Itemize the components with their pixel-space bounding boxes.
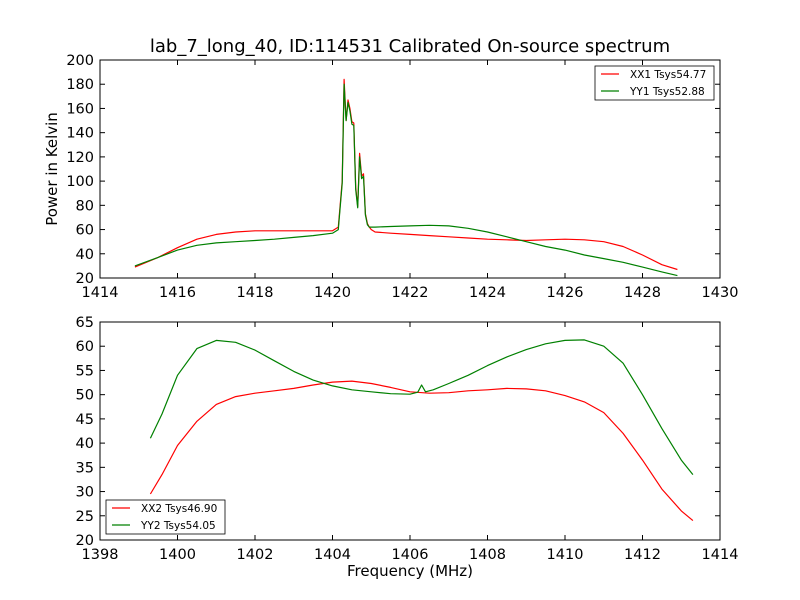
- series-line-xx2: [149, 380, 694, 522]
- x-tick-label: 1430: [702, 285, 739, 301]
- y-tick-label: 30: [76, 485, 94, 501]
- top-legend: XX1 Tsys54.77 YY1 Tsys52.88: [594, 65, 715, 101]
- y-tick-label: 80: [76, 198, 94, 214]
- bottom-ticks: 1398 1400 1402 1404 1406 1408 1410 1412 1414 20 25…: [76, 315, 739, 563]
- top-legend-box: [594, 65, 715, 101]
- x-tick-label: 1402: [237, 547, 274, 563]
- x-tick-label: 1408: [469, 547, 506, 563]
- bottom-legend: XX2 Tsys46.90 YY2 Tsys54.05: [105, 499, 226, 535]
- bottom-panel: 1398 1400 1402 1404 1406 1408 1410 1412 1414 20 25…: [76, 315, 739, 580]
- legend-label-yy1: YY1 Tsys52.88: [629, 86, 705, 98]
- bottom-legend-box: [105, 499, 226, 535]
- x-tick-label: 1422: [392, 285, 429, 301]
- y-tick-label: 40: [76, 436, 94, 452]
- y-tick-label: 25: [76, 509, 94, 525]
- y-tick-label: 160: [66, 101, 94, 117]
- y-tick-label: 45: [76, 412, 94, 428]
- y-tick-label: 55: [76, 363, 94, 379]
- y-tick-label: 140: [66, 126, 94, 142]
- x-tick-label: 1414: [82, 285, 119, 301]
- x-tick-label: 1418: [237, 285, 274, 301]
- top-y-axis-label: Power in Kelvin: [43, 112, 61, 226]
- x-tick-label: 1412: [624, 547, 661, 563]
- y-tick-label: 65: [76, 315, 94, 331]
- y-tick-label: 20: [76, 271, 94, 287]
- x-tick-label: 1420: [314, 285, 351, 301]
- y-tick-label: 50: [76, 388, 94, 404]
- bottom-series: [149, 339, 694, 522]
- x-tick-label: 1404: [314, 547, 351, 563]
- x-tick-label: 1398: [82, 547, 119, 563]
- top-panel: 1414 1416 1418 1420 1422 1424 1426 1428 1430 20 40…: [43, 53, 738, 301]
- top-plot-border: [99, 59, 721, 279]
- chart-title: lab_7_long_40, ID:114531 Calibrated On-s…: [150, 36, 670, 57]
- y-tick-label: 20: [76, 533, 94, 549]
- x-tick-label: 1400: [159, 547, 196, 563]
- x-tick-label: 1410: [547, 547, 584, 563]
- x-tick-label: 1416: [159, 285, 196, 301]
- y-tick-label: 180: [66, 77, 94, 93]
- top-series: [134, 78, 678, 277]
- x-tick-label: 1426: [547, 285, 584, 301]
- x-tick-label: 1414: [702, 547, 739, 563]
- y-tick-label: 100: [66, 174, 94, 190]
- x-axis-label: Frequency (MHz): [347, 562, 473, 580]
- series-line-yy2: [149, 339, 694, 475]
- y-tick-label: 60: [76, 339, 94, 355]
- y-tick-label: 60: [76, 223, 94, 239]
- y-tick-label: 40: [76, 247, 94, 263]
- y-tick-label: 200: [66, 53, 94, 69]
- x-tick-label: 1424: [469, 285, 506, 301]
- top-ticks: 1414 1416 1418 1420 1422 1424 1426 1428 1430 20 40…: [66, 53, 738, 301]
- legend-label-yy2: YY2 Tsys54.05: [140, 520, 216, 532]
- bottom-plot-border: [99, 321, 721, 541]
- x-tick-label: 1428: [624, 285, 661, 301]
- legend-label-xx2: XX2 Tsys46.90: [141, 503, 217, 515]
- y-tick-label: 120: [66, 150, 94, 166]
- y-tick-label: 35: [76, 460, 94, 476]
- series-line-yy1: [134, 83, 678, 277]
- legend-label-xx1: XX1 Tsys54.77: [630, 69, 706, 81]
- x-tick-label: 1406: [392, 547, 429, 563]
